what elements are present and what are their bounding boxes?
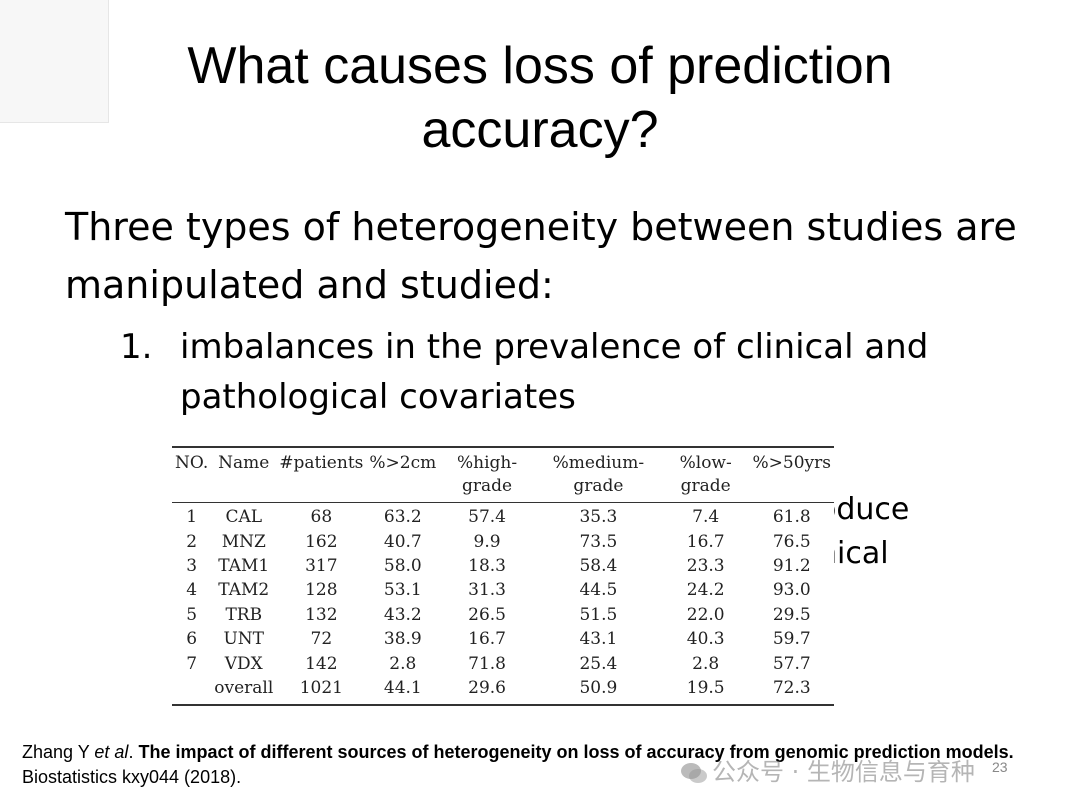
table-cell: 162 [305,531,338,552]
table-cell: 4 [186,580,198,601]
intro-text: Three types of heterogeneity between stu… [65,205,1017,307]
citation-title: The impact of different sources of heter… [138,742,1014,762]
table-cell [172,676,211,700]
table-cell: 2.8 [389,653,417,674]
table-cell: 5 [186,604,198,625]
table-cell: 93.0 [772,580,811,601]
table-cell: 2 [186,531,198,552]
table-cell: 73.5 [579,531,618,552]
table-cell: 22.0 [686,604,725,625]
table-header-cell: %>50yrs [752,453,831,473]
table-cell: 29.5 [772,604,811,625]
table-header-row: NO. Name #patients %>2cm %high-grade %medium-… [172,448,834,503]
table-cell: 43.2 [383,604,422,625]
table-cell: 40.7 [383,531,422,552]
table-cell: 71.8 [468,653,506,674]
corner-placeholder [0,0,109,123]
table-cell: 44.1 [383,677,422,698]
citation-journal: Biostatistics kxy044 (2018). [22,767,242,787]
table-row: 5 TRB 132 43.2 26.5 51.5 22.0 29.5 [172,603,834,627]
table-cell: MNZ [221,531,266,552]
table-cell: TRB [225,604,263,625]
table-header-cell: #patients [279,453,364,473]
table-cell: 38.9 [383,629,422,650]
watermark: 公众号 · 生物信息与育种 [680,752,975,787]
table-cell: 57.4 [468,507,506,528]
table-cell: 68 [310,507,333,528]
table-cell: 1021 [299,677,343,698]
table-cell: 16.7 [686,531,725,552]
table-cell: overall [214,677,274,698]
table-row: 4 TAM2 128 53.1 31.3 44.5 24.2 93.0 [172,578,834,602]
table-cell: 24.2 [686,580,725,601]
table-cell: 58.0 [383,555,422,576]
table-cell: 29.6 [468,677,506,698]
wechat-icon [681,763,707,783]
citation: Zhang Y et al. The impact of different s… [22,740,1022,790]
table-cell: TAM2 [218,580,270,601]
list-number: 1. [120,327,153,367]
table-header-cell: %high-grade [457,453,518,496]
table-cell: 2.8 [692,653,720,674]
table-cell: 9.9 [473,531,501,552]
table-row: 3 TAM1 317 58.0 18.3 58.4 23.3 91.2 [172,554,834,578]
table-header-cell: NO. [175,453,209,473]
table-cell: 6 [186,629,198,650]
table-cell: 43.1 [579,629,618,650]
table-cell: 72.3 [772,677,811,698]
table-cell: 59.7 [772,629,811,650]
table-cell: 51.5 [579,604,618,625]
data-table: NO. Name #patients %>2cm %high-grade %medium-… [172,446,834,706]
table-cell: 76.5 [772,531,811,552]
table-row: 7 VDX 142 2.8 71.8 25.4 2.8 57.7 [172,651,834,675]
citation-author: Zhang Y [22,742,95,762]
table-cell: 142 [305,653,338,674]
table-cell: VDX [224,653,263,674]
table-header-cell: Name [218,453,270,473]
table-cell: 72 [310,629,333,650]
table-cell: CAL [225,507,263,528]
table-cell: 1 [186,507,198,528]
table-row: 2 MNZ 162 40.7 9.9 73.5 16.7 76.5 [172,529,834,553]
table-cell: UNT [223,629,265,650]
table-cell: 18.3 [468,555,506,576]
table-cell: 50.9 [579,677,618,698]
table-cell: 91.2 [772,555,811,576]
citation-etal: et al [94,742,129,762]
table-cell: 58.4 [579,555,618,576]
table-cell: 26.5 [468,604,506,625]
table-cell: 7 [186,653,198,674]
table-cell: 35.3 [579,507,618,528]
table-cell: 317 [305,555,338,576]
table-cell: 23.3 [686,555,725,576]
table-header-cell: %medium-grade [552,453,645,496]
citation-dot: . [128,742,139,762]
table-cell: 7.4 [692,507,720,528]
table-cell: 3 [186,555,198,576]
table-cell: 132 [305,604,338,625]
table-cell: 25.4 [579,653,618,674]
table-cell: 61.8 [772,507,811,528]
table-row: 1 CAL 68 63.2 57.4 35.3 7.4 61.8 [172,503,834,530]
table-cell: 53.1 [383,580,422,601]
table-row: 6 UNT 72 38.9 16.7 43.1 40.3 59.7 [172,627,834,651]
table-header-cell: %low-grade [679,453,732,496]
table-cell: 16.7 [468,629,506,650]
table-cell: 63.2 [383,507,422,528]
list-text: imbalances in the prevalence of clinical… [180,327,929,417]
table-row: overall 1021 44.1 29.6 50.9 19.5 72.3 [172,676,834,700]
table-cell: 57.7 [772,653,811,674]
table-cell: 40.3 [686,629,725,650]
table-body: 1 CAL 68 63.2 57.4 35.3 7.4 61.8 2 MNZ 162 40.7 9.9 7… [172,503,834,701]
slide-title: What causes loss of prediction accuracy? [187,37,893,159]
table-cell: 44.5 [579,580,618,601]
table-header-cell: %>2cm [369,453,437,473]
watermark-text: 公众号 · 生物信息与育种 [712,758,975,786]
page-number: 23 [992,759,1008,775]
table-cell: 31.3 [468,580,506,601]
table-cell: 128 [305,580,338,601]
table-cell: TAM1 [218,555,270,576]
table-cell: 19.5 [686,677,725,698]
